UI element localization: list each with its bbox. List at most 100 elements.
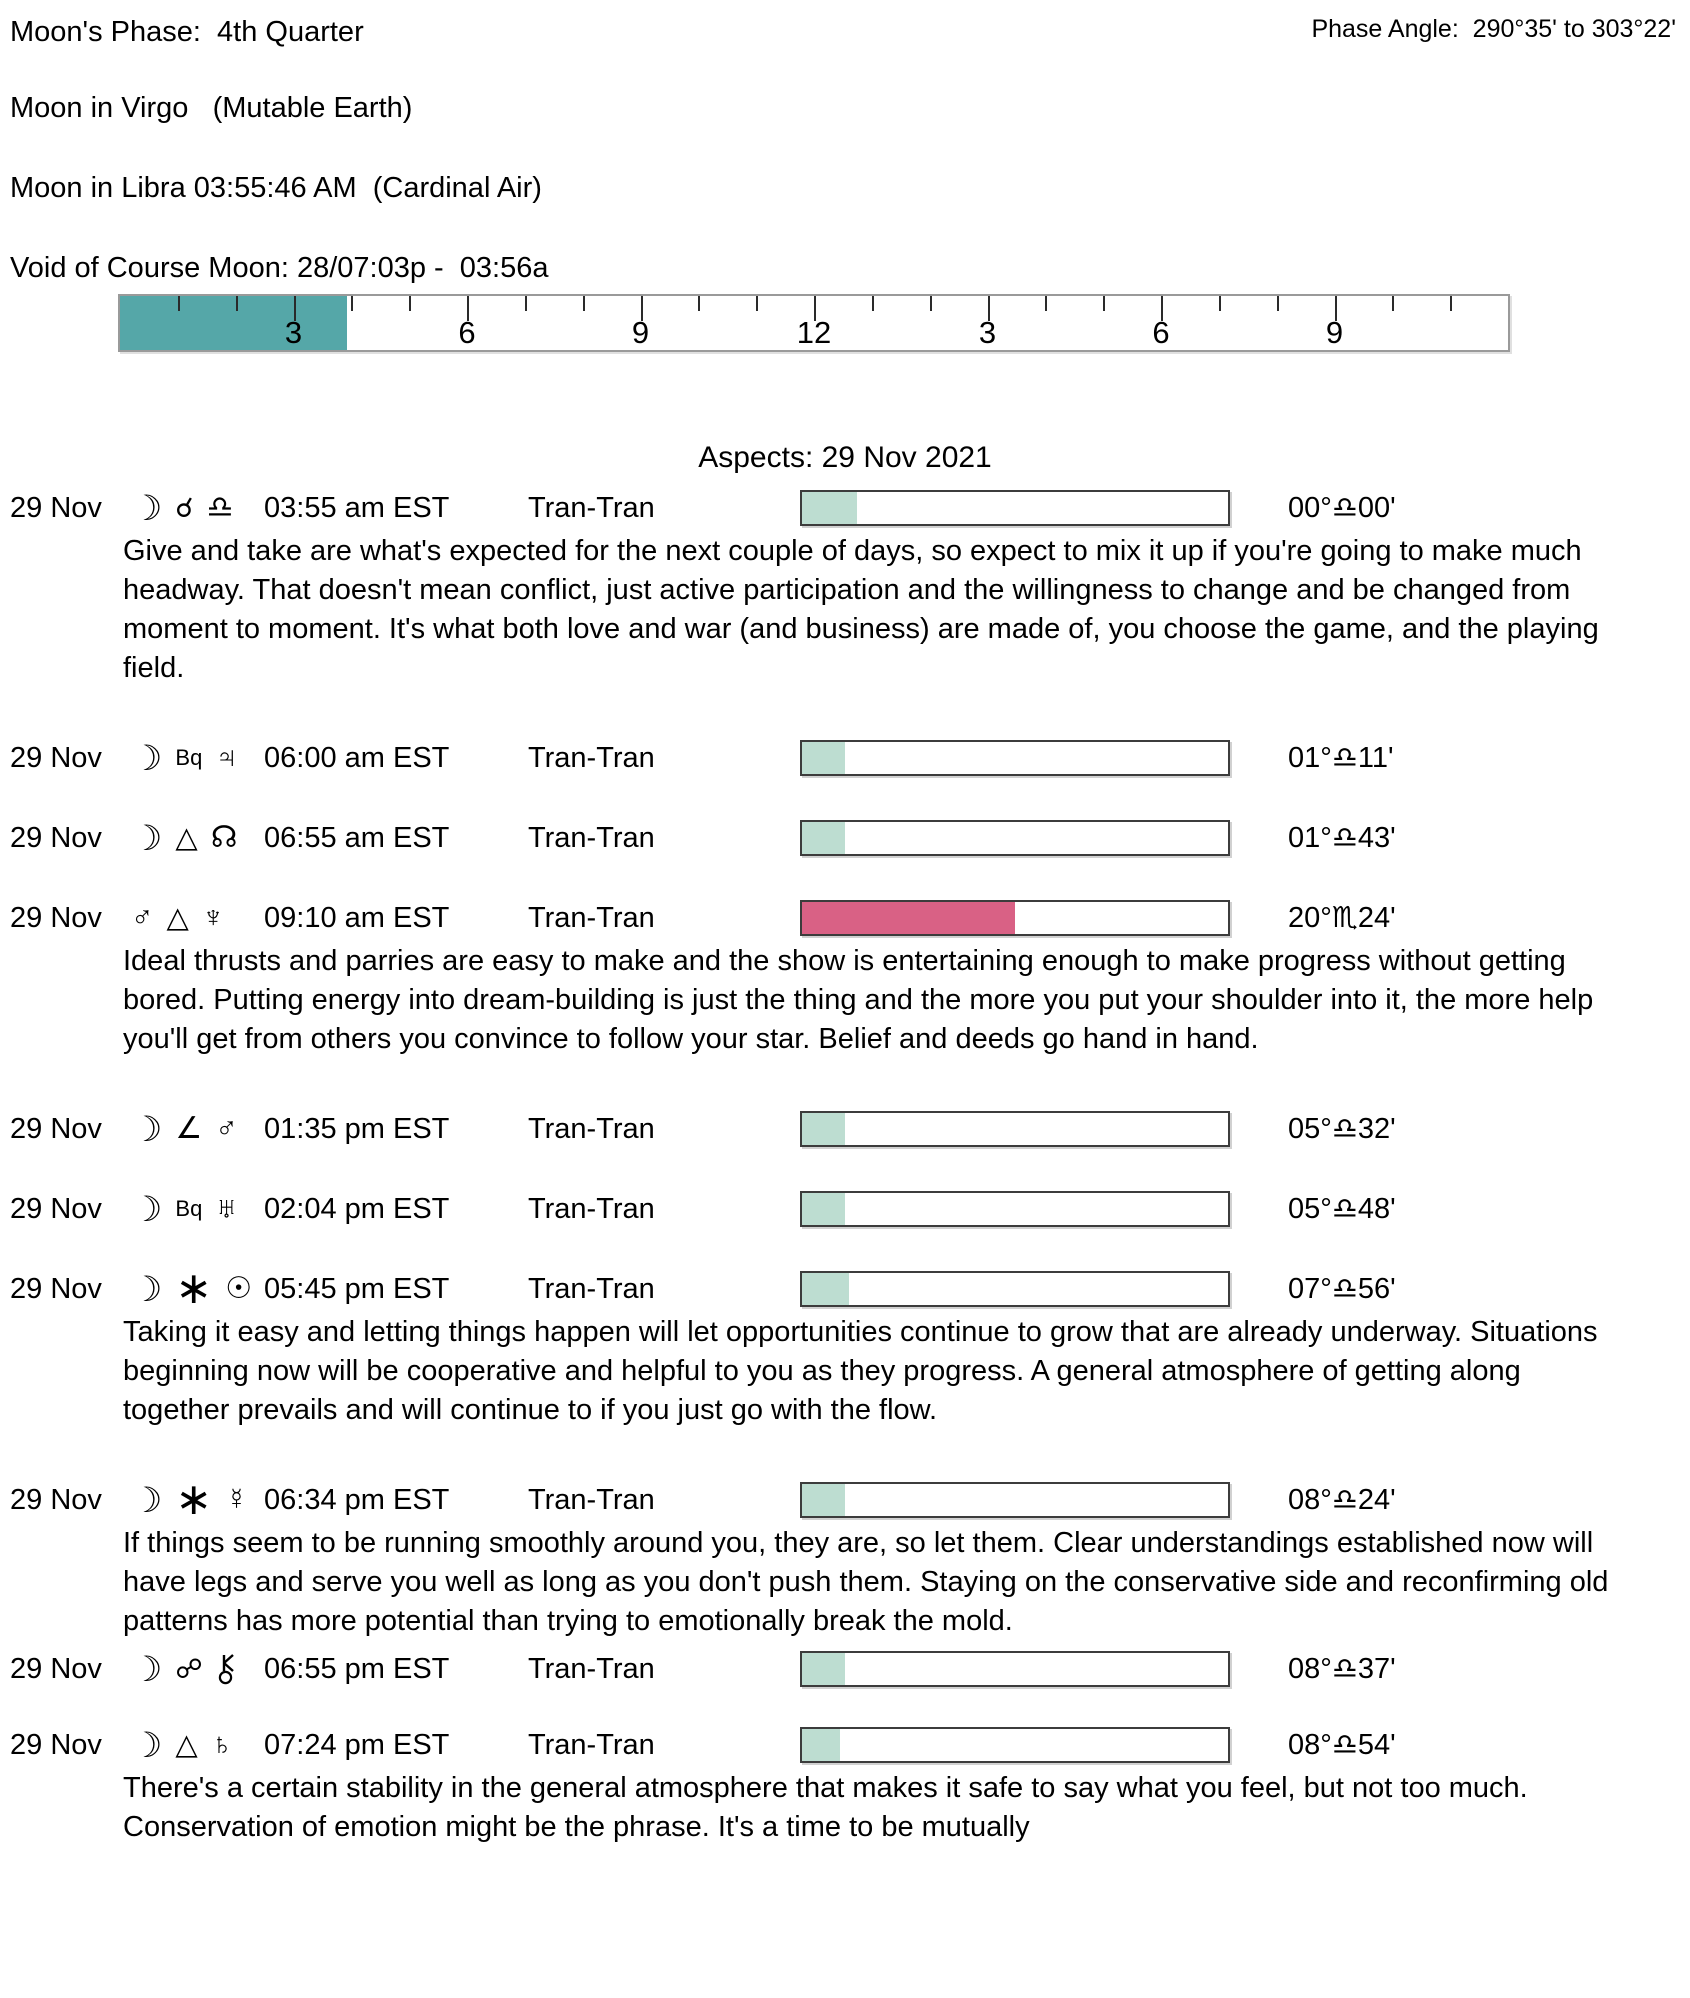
- phase-angle-line: Phase Angle: 290°35' to 303°22': [1311, 15, 1676, 43]
- aspect-description: There's a certain stability in the gener…: [123, 1772, 1528, 1843]
- aspect-entry: 29 Nov ☽ ☍ 06:55 pm EST Tran-Tran 08°♎37': [0, 1647, 1690, 1691]
- aspect-date: 29 Nov: [10, 1113, 102, 1145]
- ruler-tick: [929, 296, 932, 311]
- ruler-hour-label: 12: [796, 315, 832, 350]
- aspect-row: 29 Nov ☽ Bq ♅ 02:04 pm EST Tran-Tran 05°♎4…: [0, 1187, 1690, 1231]
- aspect-description: If things seem to be running smoothly ar…: [123, 1527, 1609, 1637]
- aspect-time: 01:35 pm EST: [264, 1113, 450, 1145]
- void-period-fill: [120, 296, 348, 350]
- void-of-course-line: Void of Course Moon: 28/07:03p - 03:56a: [10, 252, 549, 284]
- aspect-position: 01°♎11': [1288, 742, 1394, 774]
- aspect-entry: 29 Nov ♂ △ ♆ 09:10 am EST Tran-Tran 20°♏24…: [0, 896, 1690, 1059]
- aspect-date: 29 Nov: [10, 822, 102, 854]
- trine-icon: △: [175, 822, 198, 854]
- ruler-hour-label: 9: [631, 315, 650, 350]
- moon-icon: ☽: [131, 738, 163, 778]
- aspect-row: 29 Nov ☽ ∠ ♂ 01:35 pm EST Tran-Tran 05°♎32…: [0, 1107, 1690, 1151]
- sextile-icon: ∗: [175, 1264, 213, 1313]
- orb-progress-fill: [802, 822, 845, 854]
- ruler-tick: [582, 296, 585, 311]
- aspect-entry: 29 Nov ☽ ∗ ☿ 06:34 pm EST Tran-Tran 08°♎24…: [0, 1478, 1690, 1641]
- trine-icon: △: [175, 1729, 198, 1761]
- ruler-tick: [351, 296, 354, 311]
- aspect-symbols: ♂ △ ♆: [131, 896, 224, 940]
- aspect-time: 09:10 am EST: [264, 902, 450, 934]
- biquintile-label: Bq: [175, 745, 203, 770]
- ruler-hour-label: 6: [458, 315, 476, 350]
- moon-sign-line-virgo: Moon in Virgo (Mutable Earth): [10, 92, 413, 124]
- moon-sign-line-libra: Moon in Libra 03:55:46 AM (Cardinal Air): [10, 172, 542, 204]
- aspect-entry: 29 Nov ☽ Bq ♃ 06:00 am EST Tran-Tran 01°♎1…: [0, 736, 1690, 780]
- orb-progress-fill: [802, 902, 1015, 934]
- moon-icon: ☽: [131, 1189, 163, 1229]
- aspect-position: 00°♎00': [1288, 492, 1396, 524]
- aspect-time: 05:45 pm EST: [264, 1273, 450, 1305]
- aspect-entry: 29 Nov ☽ Bq ♅ 02:04 pm EST Tran-Tran 05°♎4…: [0, 1187, 1690, 1231]
- aspect-row: 29 Nov ☽ ☍ 06:55 pm EST Tran-Tran 08°♎37': [0, 1647, 1690, 1691]
- ruler-tick: [1103, 296, 1106, 311]
- orb-progress-bar: [800, 1482, 1230, 1518]
- aspect-position: 08°♎54': [1288, 1729, 1396, 1761]
- aspect-type: Tran-Tran: [528, 1113, 655, 1145]
- aspect-date: 29 Nov: [10, 1273, 102, 1305]
- aspect-entry: 29 Nov ☽ ∠ ♂ 01:35 pm EST Tran-Tran 05°♎32…: [0, 1107, 1690, 1151]
- aspect-date: 29 Nov: [10, 1729, 102, 1761]
- moon-icon: ☽: [131, 1269, 163, 1309]
- ruler-tick: [409, 296, 412, 311]
- aspect-position: 05°♎32': [1288, 1113, 1396, 1145]
- jupiter-icon: ♃: [215, 741, 238, 774]
- aspect-position: 08°♎24': [1288, 1484, 1396, 1516]
- aspect-type: Tran-Tran: [528, 1729, 655, 1761]
- aspect-position: 07°♎56': [1288, 1273, 1396, 1305]
- aspect-row: 29 Nov ♂ △ ♆ 09:10 am EST Tran-Tran 20°♏24…: [0, 896, 1690, 940]
- uranus-icon: ♅: [215, 1192, 238, 1225]
- aspect-symbols: ☽ △ ☊: [131, 816, 237, 860]
- north-node-icon: ☊: [210, 821, 238, 854]
- ruler-tick: [871, 296, 874, 311]
- orb-progress-fill: [802, 1273, 849, 1305]
- aspect-position: 01°♎43': [1288, 822, 1396, 854]
- orb-progress-fill: [802, 1484, 845, 1516]
- aspect-symbols: ☽ Bq ♃: [131, 736, 238, 780]
- libra-icon: ♎: [206, 491, 234, 524]
- moon-icon: ☽: [131, 488, 163, 528]
- moons-phase-line: Moon's Phase: 4th Quarter: [10, 16, 364, 48]
- ruler-tick: [1161, 296, 1163, 321]
- aspect-time: 06:55 am EST: [264, 822, 450, 854]
- report-header: Moon's Phase: 4th Quarter Phase Angle: 2…: [0, 0, 1690, 288]
- aspect-symbols: ☽ ∗ ☿: [131, 1478, 248, 1522]
- orb-progress-bar: [800, 1271, 1230, 1307]
- mars-icon: ♂: [215, 1112, 238, 1145]
- aspect-time: 06:55 pm EST: [264, 1653, 450, 1685]
- ruler-tick: [235, 296, 238, 311]
- saturn-icon: ♄: [210, 1728, 234, 1761]
- ruler-tick: [524, 296, 527, 311]
- moon-icon: ☽: [131, 1109, 163, 1149]
- aspect-description: Give and take are what's expected for th…: [123, 535, 1599, 684]
- aspect-time: 07:24 pm EST: [264, 1729, 450, 1761]
- ruler-tick: [1218, 296, 1221, 311]
- aspect-type: Tran-Tran: [528, 1653, 655, 1685]
- orb-progress-bar: [800, 490, 1230, 526]
- aspect-type: Tran-Tran: [528, 902, 655, 934]
- moon-icon: ☽: [131, 1725, 163, 1765]
- aspect-date: 29 Nov: [10, 492, 102, 524]
- ruler-tick: [814, 296, 816, 321]
- moon-icon: ☽: [131, 818, 163, 858]
- ruler-tick: [1334, 296, 1337, 321]
- astrology-report-page: Moon's Phase: 4th Quarter Phase Angle: 2…: [0, 0, 1690, 1843]
- orb-progress-fill: [802, 742, 845, 774]
- orb-progress-bar: [800, 1111, 1230, 1147]
- aspect-row: 29 Nov ☽ ☌ ♎ 03:55 am EST Tran-Tran 00°♎00…: [0, 486, 1690, 530]
- trine-icon: △: [166, 902, 189, 934]
- moon-icon: ☽: [131, 1649, 163, 1689]
- aspect-date: 29 Nov: [10, 1484, 102, 1516]
- ruler-tick: [293, 296, 296, 321]
- aspect-entry: 29 Nov ☽ ∗ ☉ 05:45 pm EST Tran-Tran 07°♎56…: [0, 1267, 1690, 1430]
- mars-icon: ♂: [131, 901, 154, 934]
- orb-progress-fill: [802, 1729, 841, 1761]
- aspect-symbols: ☽ ∠ ♂: [131, 1107, 238, 1151]
- aspect-description: Taking it easy and letting things happen…: [123, 1316, 1598, 1426]
- conjunction-icon: ☌: [175, 493, 194, 523]
- aspect-type: Tran-Tran: [528, 742, 655, 774]
